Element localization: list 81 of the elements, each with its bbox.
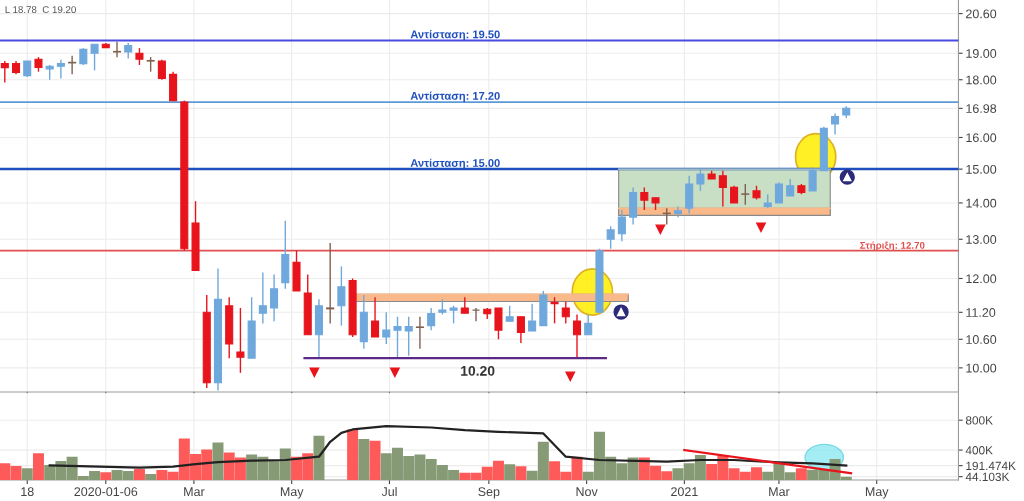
candlestick [460,296,469,314]
candlestick [561,300,570,325]
bar [504,464,516,480]
candlestick [236,307,245,374]
candlestick [404,316,413,357]
bar [515,466,527,480]
candlestick [90,43,99,72]
candlestick [427,307,436,331]
y-tick-label: 15.00 [966,164,997,174]
bar [795,468,807,480]
bar [145,473,157,480]
ref-line-label: Αντίσταση: 15.00 [410,158,500,170]
candlestick [741,183,750,206]
bar [32,453,44,480]
candlestick [56,59,65,80]
candlestick [808,166,817,192]
x-tick-label: Nov [576,487,598,497]
y-tick-label: 10.60 [966,335,997,344]
x-tick-label: May [865,487,889,499]
x-tick-label: 18 [21,487,34,497]
bar [21,468,33,480]
bar [358,439,370,480]
candlestick [270,273,279,322]
candlestick [337,265,346,327]
x-tick-label: 2020-01-06 [74,487,138,497]
candlestick [617,209,626,242]
bar [133,468,145,480]
y-tick-label: 13.00 [966,235,997,244]
y-tick-label: 16.00 [966,133,997,143]
x-tick-label: May [280,487,304,499]
y-tick-label: 19.00 [966,49,997,58]
candlestick [68,55,77,76]
y-tick-label: 12.00 [966,274,997,284]
candlestick [516,316,525,344]
bar [347,429,359,480]
candlestick [112,41,122,58]
x-tick-label: Mar [769,487,790,497]
x-tick-label: Jul [381,486,397,497]
y-tick-label: 800K [965,416,993,425]
ref-line-label: Αντίσταση: 19.50 [410,30,500,41]
candlestick [471,307,481,322]
bar [212,442,224,480]
annotation: L 18.78 C 19.20 [5,6,76,14]
y-tick-label: 18.00 [966,75,997,85]
candlestick [393,316,402,359]
y-tick-label: 400K [965,446,993,455]
y-tick-label: 10.00 [966,363,997,373]
y-tick-label: 16.98 [966,104,997,113]
candlestick [415,316,424,350]
line-series [48,425,848,469]
bar [369,440,381,480]
candlestick [696,168,705,192]
bar [313,435,325,480]
candlestick [774,181,783,204]
y-tick-label: 14.00 [966,198,997,208]
candlestick [382,311,391,345]
candlestick [550,296,559,325]
x-tick-label: Sep [478,487,500,499]
candlestick [673,205,683,218]
candlestick [718,170,727,208]
y-tick-label: 191.474K [966,461,1016,471]
y-tick-label: 20.60 [966,9,997,19]
candlestick [326,242,335,325]
candlestick [528,302,537,332]
ref-line-label: Αντίσταση: 17.20 [410,91,500,103]
candlestick [831,112,840,136]
candlestick [258,271,267,325]
y-tick-label: 44.103K [965,472,1010,482]
y-tick-label: 11.20 [966,308,996,317]
ref-line-label: Στήριξη: 12.70 [860,241,925,251]
x-tick-label: 2021 [671,487,698,497]
candlestick [572,313,582,359]
bar [100,472,112,480]
candlestick [494,307,503,341]
candlestick [584,313,593,336]
annotation: 10.20 [461,365,495,376]
candlestick [371,296,380,338]
candlestick [640,186,649,211]
candlestick [0,60,9,84]
candlestick [606,225,615,250]
x-tick-label: Mar [184,487,205,497]
